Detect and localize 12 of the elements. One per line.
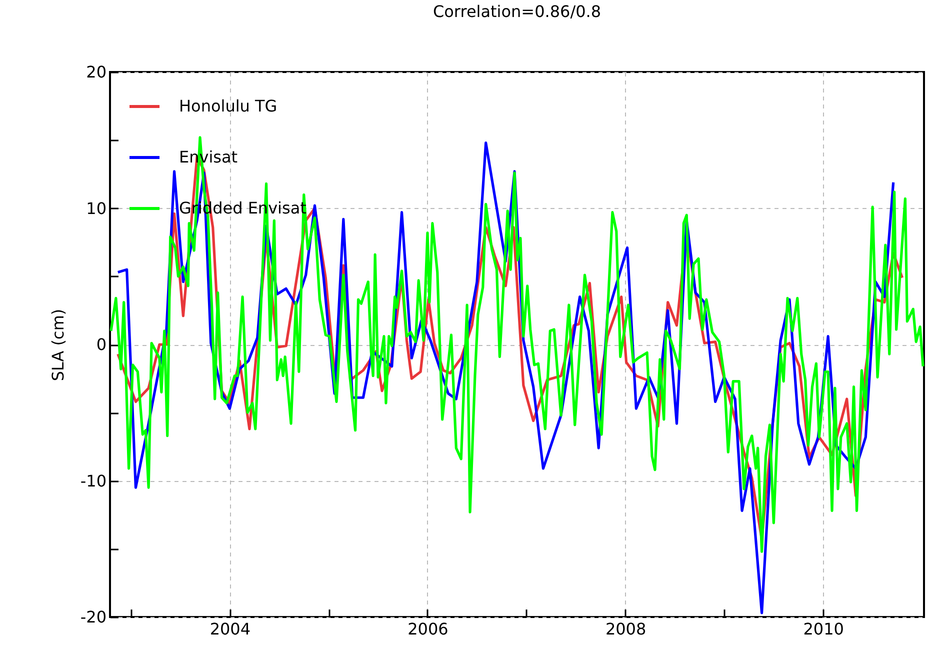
y-tick-label: 0 xyxy=(96,335,106,354)
y-tick-label: -20 xyxy=(80,608,106,626)
y-tick-label: -10 xyxy=(80,471,106,490)
x-tick-label: 2006 xyxy=(408,620,448,638)
x-tick-label: 2008 xyxy=(605,620,646,638)
y-tick-label: 20 xyxy=(86,62,106,82)
y-axis-title: SLA (cm) xyxy=(48,308,68,382)
x-tick-label: 2010 xyxy=(803,620,844,638)
y-tick-label: 10 xyxy=(86,198,106,218)
legend-label: Honolulu TG xyxy=(179,96,278,116)
x-tick-label: 2004 xyxy=(210,620,251,638)
chart-title: Correlation=0.86/0.8 xyxy=(432,2,602,21)
